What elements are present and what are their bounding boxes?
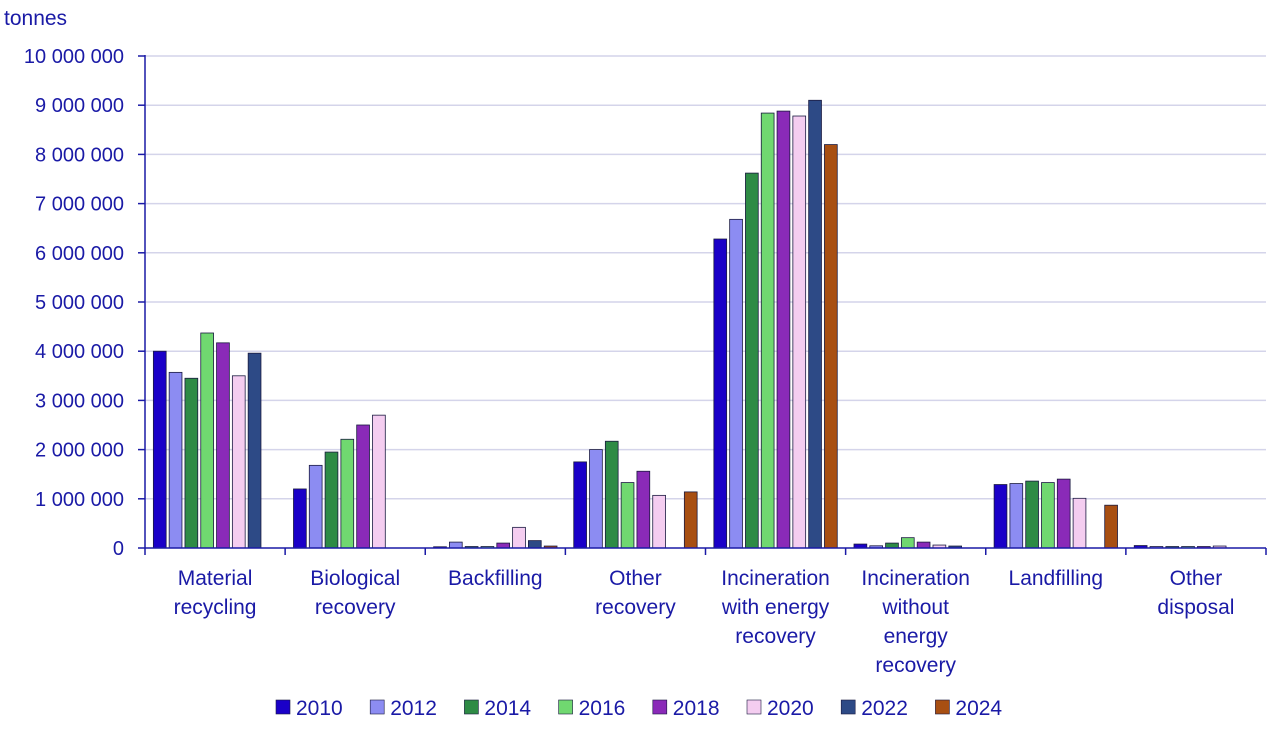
x-tick-labels: Material recycling Biological recovery Backf… <box>174 567 1235 677</box>
x-tick-label: Biological <box>310 567 400 590</box>
bar-2010 <box>573 461 587 549</box>
legend-label: 2012 <box>390 697 437 720</box>
legend-swatch-2020 <box>746 699 762 715</box>
legend-label: 2014 <box>484 697 531 720</box>
bar-2014 <box>1025 480 1039 549</box>
bar-2016 <box>200 332 214 549</box>
gridlines <box>145 55 1266 500</box>
bar-2014 <box>324 451 339 549</box>
bar-2012 <box>168 371 183 549</box>
bar-2018 <box>216 342 230 549</box>
y-tick-label: 2 000 000 <box>35 440 124 462</box>
legend-swatch-2018 <box>652 699 668 715</box>
bar-2018 <box>356 424 370 549</box>
legend-label: 2018 <box>673 697 720 720</box>
x-tick-label: recovery <box>875 654 956 677</box>
x-tick-label: disposal <box>1157 596 1234 619</box>
bar-2024 <box>683 491 698 549</box>
x-tick-label: Incineration <box>861 567 970 590</box>
axes <box>138 55 1267 555</box>
legend-label: 2020 <box>767 697 814 720</box>
bar-2014 <box>184 377 199 549</box>
y-tick-label: 5 000 000 <box>35 292 124 314</box>
bar-2020 <box>652 494 666 549</box>
bar-2024 <box>1104 504 1118 549</box>
y-axis-title: tonnes <box>4 7 67 30</box>
x-tick-label: recycling <box>174 596 257 619</box>
bar-2022 <box>247 352 262 549</box>
bar-2010 <box>293 488 307 549</box>
bar-2012 <box>1009 483 1024 549</box>
legend-swatch-2016 <box>558 699 573 715</box>
bar-2018 <box>916 541 931 549</box>
legend-swatch-2022 <box>840 699 856 715</box>
y-tick-label: 3 000 000 <box>35 390 124 412</box>
x-tick-label: without <box>881 596 949 619</box>
x-tick-label: Material <box>178 567 253 590</box>
bar-2020 <box>512 526 526 549</box>
y-tick-label: 9 000 000 <box>35 95 124 117</box>
y-tick-label: 0 <box>113 538 124 560</box>
x-tick-label: Incineration <box>721 567 830 590</box>
bar-2016 <box>340 438 355 549</box>
x-tick-label: Other <box>609 567 662 590</box>
bar-2012 <box>589 449 603 549</box>
bar-2014 <box>604 440 619 549</box>
x-tick-label: with energy <box>721 596 830 619</box>
bar-2016 <box>1041 482 1055 549</box>
legend: 2010 2012 2014 2016 2018 2020 2022 2024 <box>275 697 1002 720</box>
bar-2018 <box>636 470 651 549</box>
legend-label: 2024 <box>955 697 1002 720</box>
bar-2018 <box>1056 478 1071 549</box>
bar-2010 <box>713 238 728 549</box>
x-tick-label: Landfilling <box>1009 567 1104 590</box>
bar-2022 <box>528 540 542 549</box>
legend-swatch-2024 <box>935 699 950 715</box>
y-tick-labels: 0 1 000 000 2 000 000 3 000 000 4 000 000 5 0… <box>24 46 124 560</box>
y-tick-label: 7 000 000 <box>35 194 124 216</box>
bar-2012 <box>729 218 743 549</box>
bar-2016 <box>760 112 775 549</box>
x-tick-label: recovery <box>595 596 676 619</box>
bar-2020 <box>792 115 807 549</box>
legend-swatch-2012 <box>369 699 385 715</box>
y-tick-label: 6 000 000 <box>35 243 124 265</box>
bar-2018 <box>776 110 791 549</box>
bar-2022 <box>808 99 822 549</box>
bar-2016 <box>900 537 915 549</box>
bar-2012 <box>308 464 323 549</box>
bar-2010 <box>152 350 167 549</box>
legend-label: 2016 <box>579 697 626 720</box>
y-tick-label: 8 000 000 <box>35 144 124 166</box>
legend-label: 2010 <box>296 697 343 720</box>
y-tick-label: 4 000 000 <box>35 341 124 363</box>
bar-2020 <box>1072 497 1087 549</box>
bars <box>152 99 1227 549</box>
x-tick-label: Backfilling <box>448 567 543 590</box>
bar-2020 <box>231 375 246 549</box>
legend-swatch-2014 <box>464 699 479 715</box>
x-tick-label: recovery <box>735 625 816 648</box>
y-tick-label: 10 000 000 <box>24 46 124 68</box>
bar-2024 <box>824 144 838 549</box>
y-tick-label: 1 000 000 <box>35 489 124 511</box>
bar-2010 <box>993 484 1008 549</box>
legend-label: 2022 <box>861 697 908 720</box>
x-tick-label: energy <box>884 625 949 648</box>
x-tick-label: recovery <box>315 596 396 619</box>
bar-2014 <box>745 172 759 549</box>
bar-2020 <box>372 414 386 549</box>
legend-swatch-2010 <box>275 699 291 715</box>
bar-2016 <box>620 482 635 549</box>
x-tick-label: Other <box>1170 567 1223 590</box>
bar-2012 <box>449 541 463 549</box>
